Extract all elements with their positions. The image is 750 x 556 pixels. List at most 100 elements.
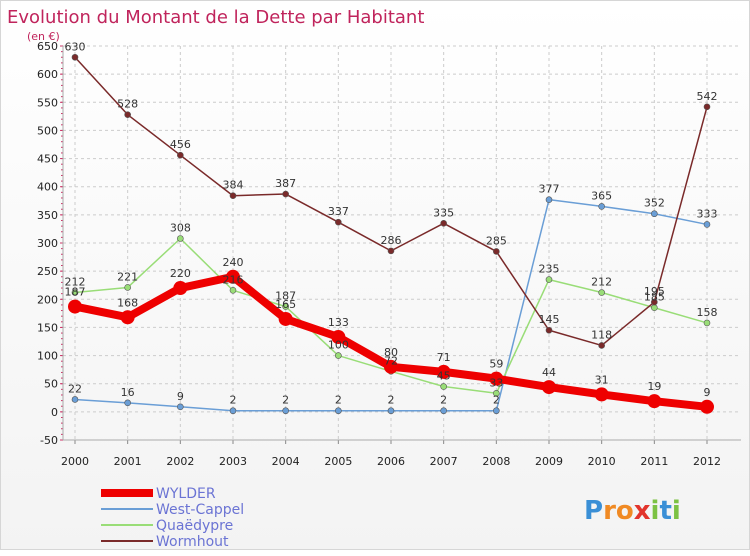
data-point-wormhout bbox=[124, 111, 131, 118]
data-label-wylder: 44 bbox=[542, 366, 556, 379]
data-point-qua-dypre bbox=[440, 383, 447, 390]
legend-label-wormhout: Wormhout bbox=[156, 534, 229, 550]
x-tick-label: 2010 bbox=[588, 455, 616, 468]
data-point-qua-dypre bbox=[71, 289, 79, 296]
data-label-wormhout: 528 bbox=[117, 98, 138, 111]
x-tick-label: 2002 bbox=[166, 455, 194, 468]
logo-letter: x bbox=[634, 496, 651, 526]
y-tick-label: 400 bbox=[37, 181, 58, 194]
data-label-qua-dypre: 212 bbox=[591, 276, 612, 289]
data-point-west-cappel bbox=[387, 407, 395, 415]
data-label-wormhout: 145 bbox=[539, 313, 560, 326]
data-label-qua-dypre: 216 bbox=[223, 273, 244, 286]
y-tick-label: 50 bbox=[44, 378, 58, 391]
data-label-qua-dypre: 185 bbox=[644, 291, 665, 304]
data-point-wormhout bbox=[598, 342, 605, 349]
grid bbox=[63, 45, 741, 441]
data-point-west-cappel bbox=[282, 407, 289, 415]
logo-letter: P bbox=[584, 496, 603, 526]
data-label-wormhout: 335 bbox=[433, 206, 454, 219]
data-label-wylder: 9 bbox=[704, 386, 711, 399]
data-label-west-cappel: 2 bbox=[282, 394, 289, 407]
data-point-wormhout bbox=[335, 218, 342, 226]
data-point-wylder bbox=[594, 387, 609, 402]
data-point-qua-dypre bbox=[177, 235, 184, 242]
data-label-qua-dypre: 308 bbox=[170, 221, 191, 234]
data-label-west-cappel: 2 bbox=[230, 394, 237, 407]
data-point-wormhout bbox=[651, 298, 658, 306]
data-point-wormhout bbox=[493, 248, 500, 255]
data-label-wylder: 59 bbox=[489, 358, 503, 371]
data-label-qua-dypre: 212 bbox=[65, 276, 86, 289]
data-label-west-cappel: 352 bbox=[644, 197, 665, 210]
data-point-west-cappel bbox=[703, 221, 711, 228]
data-point-wormhout bbox=[177, 151, 184, 159]
data-point-wylder bbox=[331, 329, 346, 344]
data-label-qua-dypre: 235 bbox=[539, 263, 560, 276]
data-point-qua-dypre bbox=[282, 303, 289, 310]
data-label-qua-dypre: 72 bbox=[384, 354, 398, 367]
data-point-wylder bbox=[436, 364, 451, 379]
data-label-west-cappel: 2 bbox=[440, 394, 447, 407]
y-tick-label: 550 bbox=[37, 96, 58, 109]
x-tick-label: 2007 bbox=[430, 455, 458, 468]
y-tick-label: 200 bbox=[37, 293, 58, 306]
logo-letter: i bbox=[651, 496, 660, 526]
data-label-wylder: 240 bbox=[223, 256, 244, 269]
data-point-wormhout bbox=[387, 247, 395, 255]
proxiti-logo: Proxiti bbox=[584, 496, 681, 526]
x-tick-label: 2008 bbox=[482, 455, 510, 468]
data-point-wormhout bbox=[545, 326, 553, 334]
data-point-wylder bbox=[647, 394, 662, 409]
y-tick-label: 100 bbox=[37, 350, 58, 363]
data-label-wormhout: 118 bbox=[591, 328, 612, 341]
data-point-west-cappel bbox=[335, 407, 342, 415]
data-label-wylder: 31 bbox=[595, 373, 609, 386]
data-point-qua-dypre bbox=[545, 276, 553, 283]
data-label-qua-dypre: 45 bbox=[437, 370, 451, 383]
data-point-west-cappel bbox=[651, 210, 658, 218]
logo-letter: o bbox=[616, 496, 634, 526]
data-point-west-cappel bbox=[493, 407, 500, 415]
data-label-wylder: 133 bbox=[328, 316, 349, 329]
x-tick-label: 2004 bbox=[272, 455, 300, 468]
data-point-west-cappel bbox=[71, 396, 79, 403]
data-point-wormhout bbox=[229, 192, 237, 200]
data-label-west-cappel: 2 bbox=[335, 394, 342, 407]
y-tick-label: 0 bbox=[51, 406, 58, 419]
y-tick-label: 350 bbox=[37, 209, 58, 222]
data-point-wylder bbox=[278, 311, 293, 326]
data-label-wylder: 80 bbox=[384, 346, 398, 359]
y-tick-label: 300 bbox=[37, 237, 58, 250]
data-label-wormhout: 387 bbox=[275, 177, 296, 190]
series-group bbox=[68, 53, 714, 415]
logo-letter: i bbox=[672, 496, 681, 526]
data-label-qua-dypre: 158 bbox=[697, 306, 718, 319]
y-tick-label: 250 bbox=[37, 265, 58, 278]
x-tick-label: 2000 bbox=[61, 455, 89, 468]
data-label-wormhout: 384 bbox=[223, 179, 244, 192]
data-label-qua-dypre: 187 bbox=[275, 290, 296, 303]
legend-label-wylder: WYLDER bbox=[156, 486, 216, 502]
data-point-wylder bbox=[226, 269, 240, 284]
data-label-wylder: 71 bbox=[437, 351, 451, 364]
legend-label-west-cappel: West-Cappel bbox=[156, 502, 244, 518]
data-point-qua-dypre bbox=[229, 286, 237, 294]
data-label-wylder: 220 bbox=[170, 267, 191, 280]
chart-title: Evolution du Montant de la Dette par Hab… bbox=[7, 7, 424, 28]
x-tick-label: 2012 bbox=[693, 455, 721, 468]
data-point-qua-dypre bbox=[124, 284, 131, 291]
data-label-wormhout: 286 bbox=[381, 234, 402, 247]
data-point-wormhout bbox=[440, 220, 447, 227]
data-point-qua-dypre bbox=[598, 289, 605, 296]
data-point-west-cappel bbox=[440, 407, 447, 415]
x-tick-label: 2011 bbox=[640, 455, 668, 468]
data-point-wylder bbox=[542, 380, 556, 395]
y-tick-label: 650 bbox=[37, 40, 58, 53]
data-point-qua-dypre bbox=[651, 304, 658, 312]
y-tick-label: 600 bbox=[37, 68, 58, 81]
data-label-qua-dypre: 221 bbox=[117, 270, 138, 283]
